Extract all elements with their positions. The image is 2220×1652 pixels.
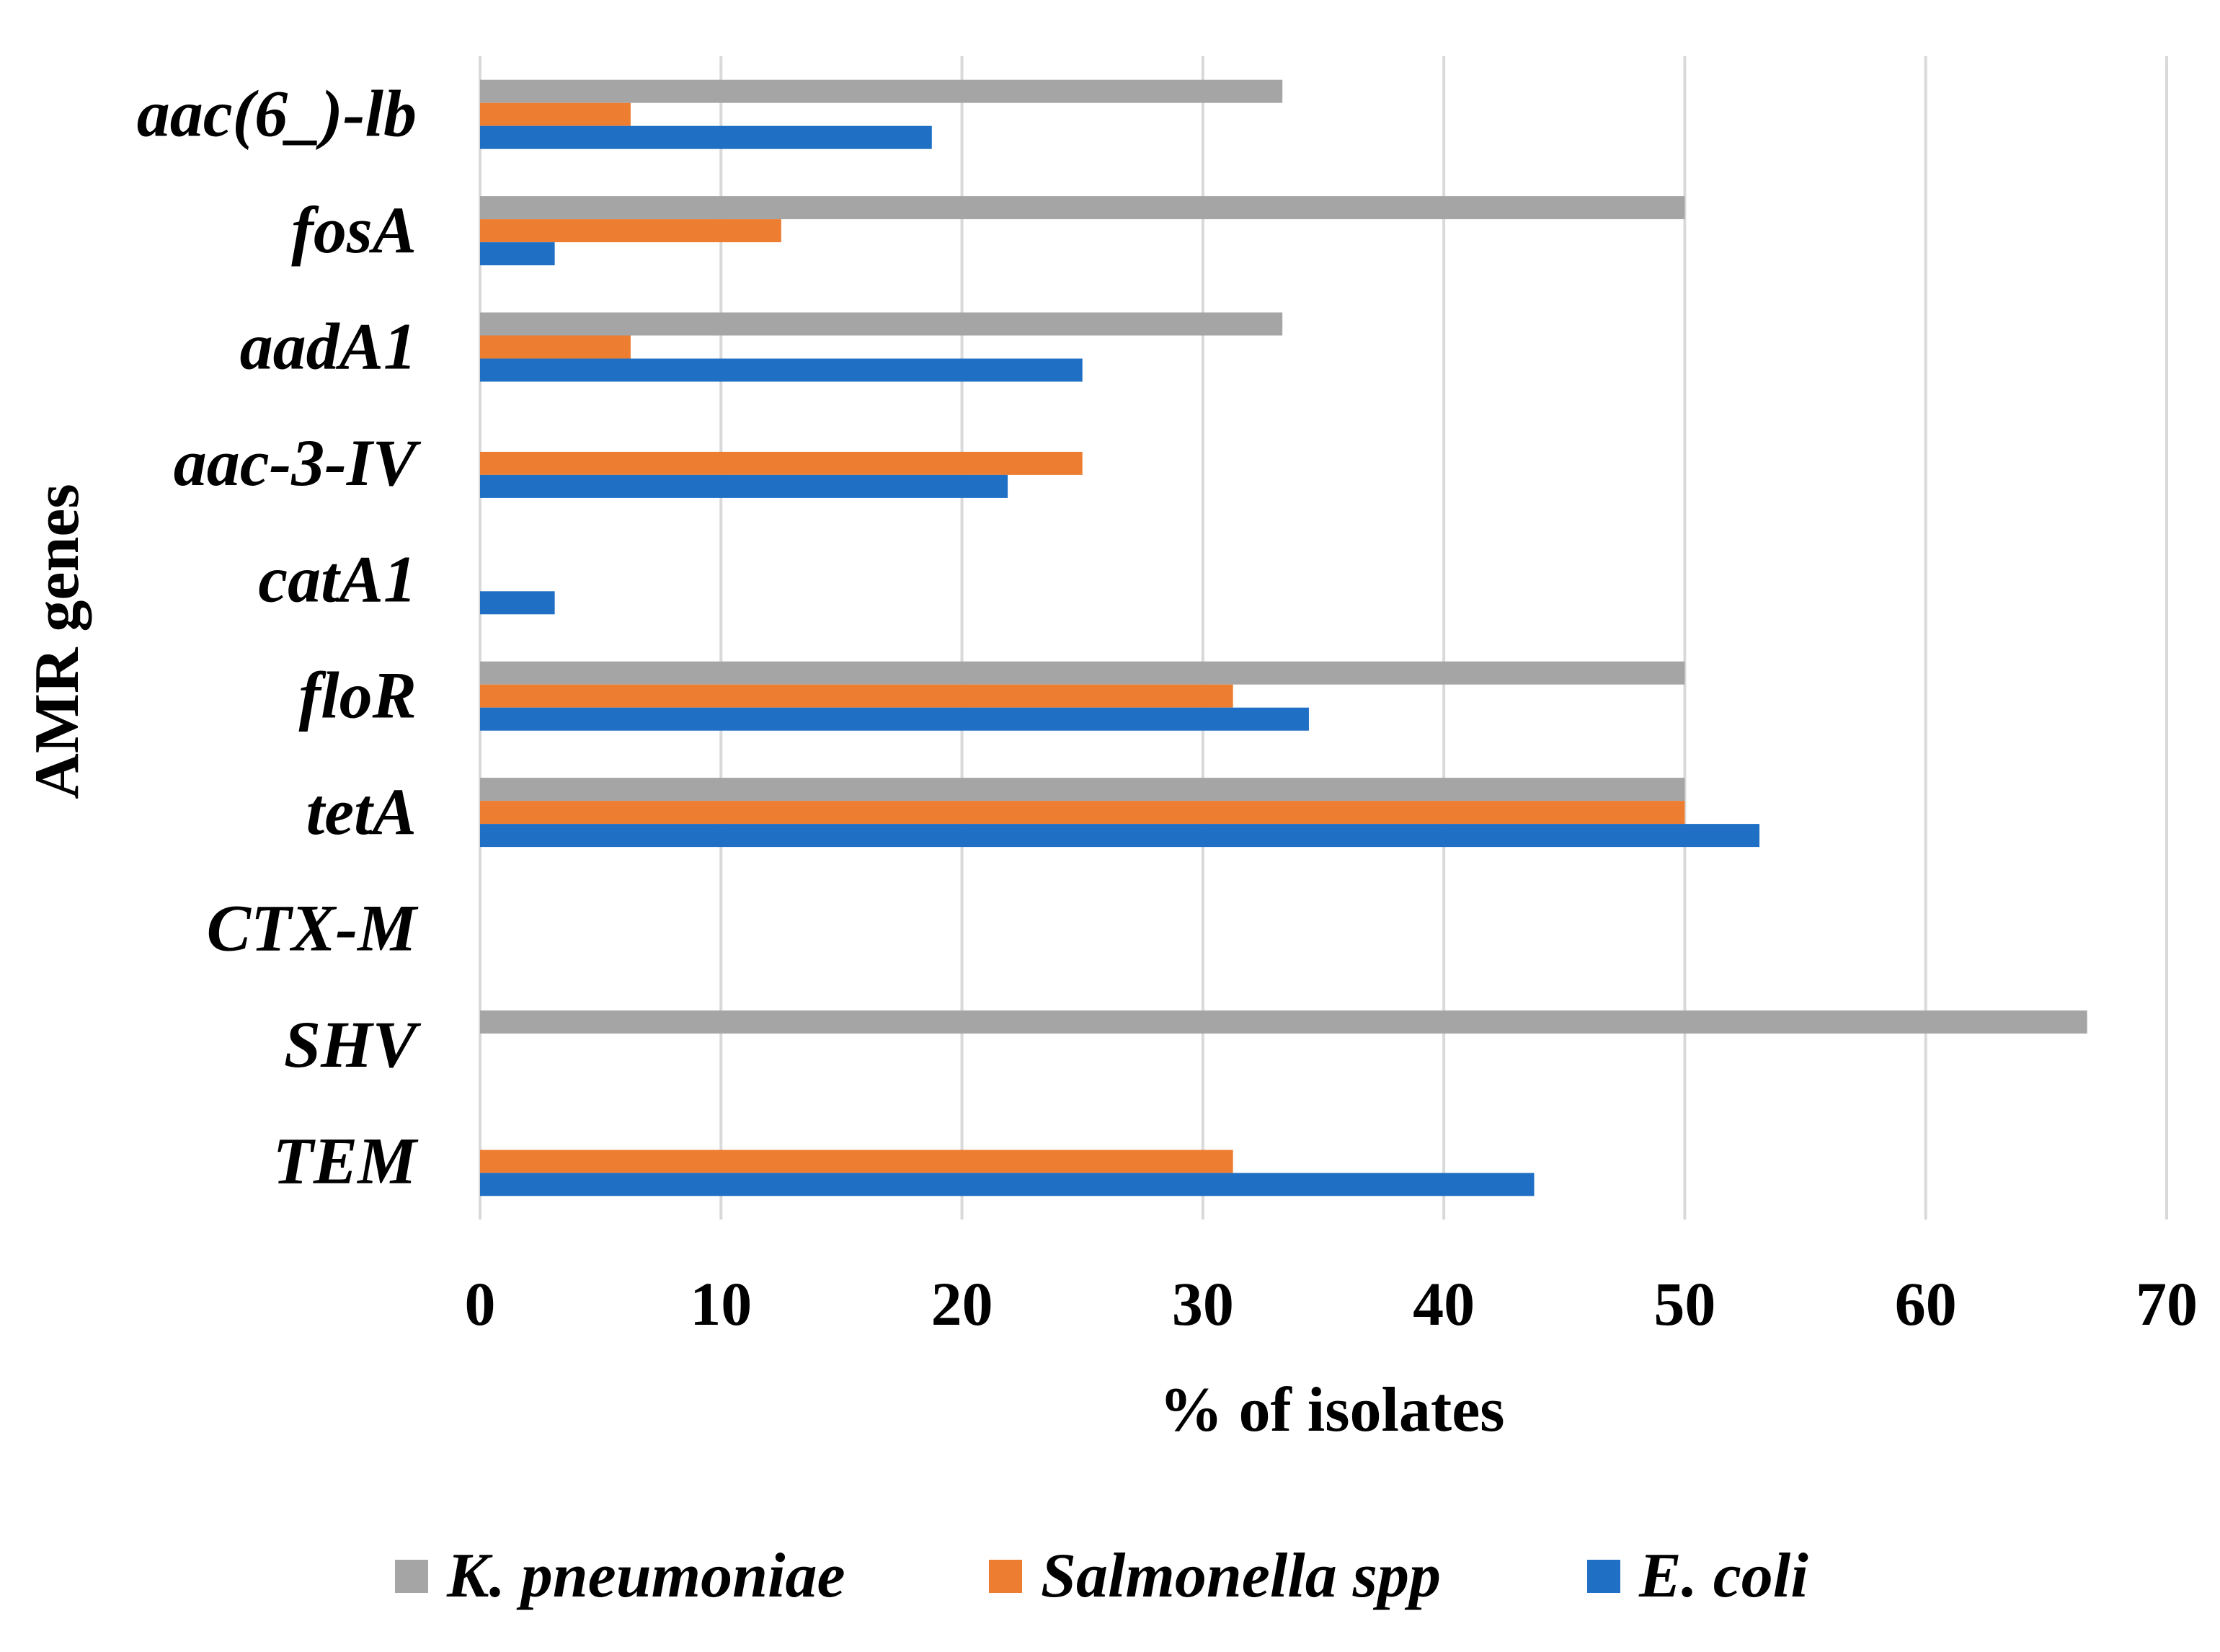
bar-e-coli-aac-6-lb (480, 125, 932, 149)
category-label-aac-6-lb: aac(6_)-lb (137, 77, 417, 151)
x-tick-40: 40 (1413, 1269, 1475, 1338)
bar-e-coli-fosa (480, 242, 555, 266)
legend: K. pneumoniae Salmonella spp E. coli (395, 1541, 1808, 1611)
bar-e-coli-flor (480, 707, 1309, 731)
bar-k-pneumoniae-aada1 (480, 312, 1283, 336)
bar-k-pneumoniae-fosa (480, 196, 1685, 220)
bar-salmonella-spp-aada1 (480, 335, 631, 359)
bar-e-coli-cata1 (480, 591, 555, 615)
x-tick-20: 20 (931, 1269, 993, 1338)
legend-label-k-pneumoniae: K. pneumoniae (446, 1541, 845, 1611)
bar-salmonella-spp-aac-6-lb (480, 102, 631, 126)
y-axis-title: AMR genes (22, 484, 92, 799)
bar-e-coli-tem (480, 1173, 1535, 1196)
bar-salmonella-spp-aac-3-iv (480, 451, 1083, 475)
bar-k-pneumoniae-flor (480, 661, 1685, 685)
legend-swatch-k-pneumoniae (395, 1560, 428, 1593)
category-label-shv: SHV (284, 1008, 422, 1081)
legend-label-e-coli: E. coli (1638, 1541, 1808, 1611)
category-label-flor: floR (298, 659, 417, 732)
x-tick-labels: 0 10 20 30 40 50 60 70 (465, 1269, 2198, 1338)
x-tick-30: 30 (1172, 1269, 1234, 1338)
bar-k-pneumoniae-shv (480, 1010, 2087, 1034)
bar-e-coli-teta (480, 824, 1760, 848)
legend-swatch-e-coli (1587, 1560, 1620, 1593)
category-label-aac-3-iv: aac-3-IV (174, 426, 422, 499)
bar-e-coli-aada1 (480, 358, 1083, 382)
bar-k-pneumoniae-aac-6-lb (480, 79, 1283, 103)
gridlines (479, 56, 2168, 1220)
category-label-cata1: catA1 (258, 542, 417, 616)
category-label-ctx-m: CTX-M (207, 892, 419, 965)
bars (480, 79, 2087, 1196)
x-tick-70: 70 (2136, 1269, 2198, 1338)
category-label-aada1: aadA1 (240, 310, 417, 383)
x-tick-10: 10 (690, 1269, 752, 1338)
bar-salmonella-spp-teta (480, 801, 1685, 825)
bar-e-coli-aac-3-iv (480, 474, 1008, 498)
bar-k-pneumoniae-teta (480, 778, 1685, 801)
x-axis-title: % of isolates (1159, 1375, 1504, 1445)
legend-label-salmonella-spp: Salmonella spp (1041, 1541, 1441, 1611)
category-label-tem: TEM (273, 1124, 419, 1197)
bar-salmonella-spp-tem (480, 1150, 1233, 1173)
bar-salmonella-spp-flor (480, 684, 1233, 708)
category-labels: aac(6_)-lb fosA aadA1 aac-3-IV catA1 floR tetA… (137, 77, 422, 1198)
x-tick-60: 60 (1895, 1269, 1957, 1338)
legend-swatch-salmonella-spp (989, 1560, 1022, 1593)
category-label-fosa: fosA (291, 193, 417, 267)
category-label-teta: tetA (306, 775, 417, 848)
x-tick-50: 50 (1653, 1269, 1715, 1338)
bar-salmonella-spp-fosa (480, 219, 781, 243)
x-tick-0: 0 (465, 1269, 496, 1338)
